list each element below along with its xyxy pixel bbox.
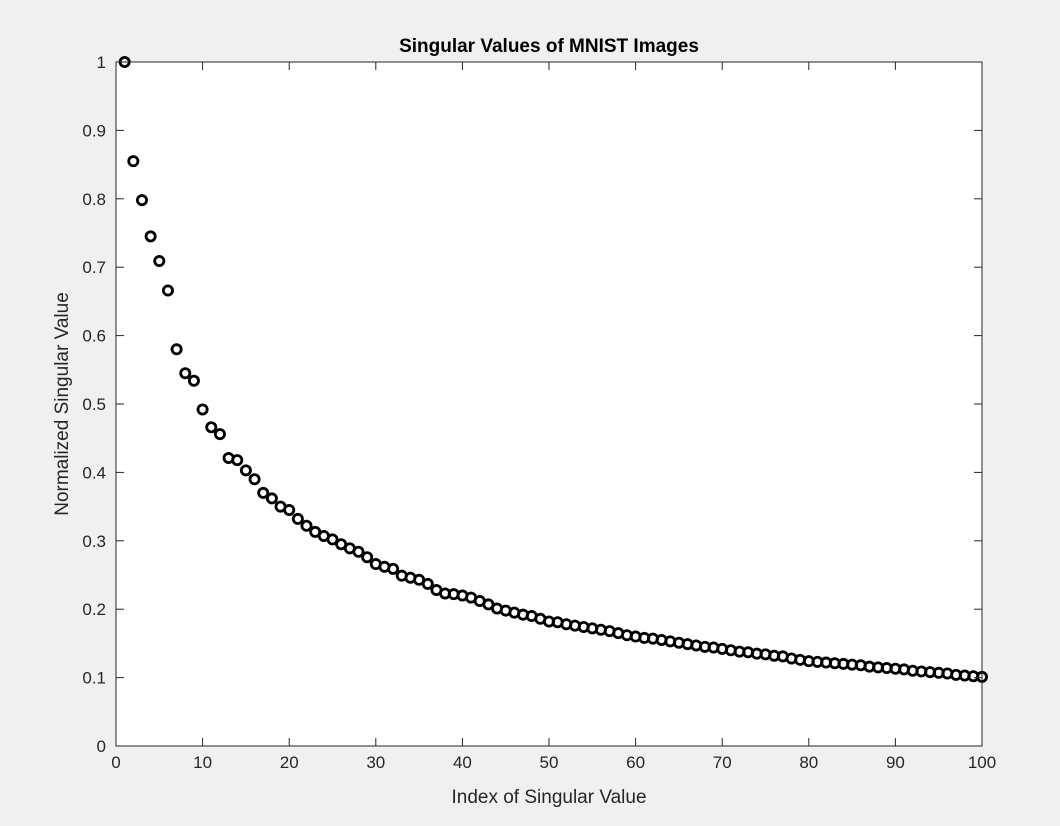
data-point [179,367,192,380]
x-tick-label: 90 [886,753,905,772]
x-tick-label: 70 [713,753,732,772]
data-point [239,464,252,477]
y-tick-label: 0.4 [82,463,106,482]
axes-box [115,61,983,747]
data-point [283,504,296,517]
data-point [387,562,400,575]
data-points [118,56,989,683]
y-axis-label: Normalized Singular Value [52,292,73,516]
y-tick-label: 0.9 [82,121,106,140]
y-tick-label: 0.2 [82,600,106,619]
data-point [135,194,148,207]
x-tick-label: 30 [366,753,385,772]
y-tick-label: 0 [97,737,106,756]
axis-ticks [115,61,983,747]
y-tick-label: 0.7 [82,258,106,277]
x-tick-label: 80 [799,753,818,772]
data-point [265,492,278,505]
data-point [291,512,304,525]
data-point [248,473,261,486]
data-point [361,551,374,564]
data-point [144,230,157,243]
x-tick-label: 10 [193,753,212,772]
data-point [127,155,140,168]
data-point [352,545,365,558]
data-point [213,428,226,441]
data-point [205,421,218,434]
data-point [170,343,183,356]
x-tick-label: 50 [540,753,559,772]
y-tick-label: 0.6 [82,327,106,346]
tick-labels: 0 10 20 30 40 50 60 70 80 90 100 0 0.1 0.2 0.3 0.4 0.5 0.… [82,53,996,772]
x-tick-label: 40 [453,753,472,772]
data-point [326,533,339,546]
x-axis-label: Index of Singular Value [451,787,646,808]
data-point [300,519,313,532]
data-point [421,577,434,590]
axes-background [116,62,982,746]
y-tick-label: 0.1 [82,669,106,688]
x-tick-label: 60 [626,753,645,772]
y-tick-label: 0.8 [82,190,106,209]
chart-title: Singular Values of MNIST Images [399,36,699,57]
x-tick-label: 20 [280,753,299,772]
x-tick-label: 0 [111,753,120,772]
data-point [161,284,174,297]
data-point [187,374,200,387]
x-tick-label: 100 [968,753,996,772]
data-point [231,454,244,467]
data-point [196,403,209,416]
data-point [153,255,166,268]
y-tick-label: 0.3 [82,532,106,551]
y-tick-label: 1 [97,53,106,72]
y-tick-label: 0.5 [82,395,106,414]
data-point [257,486,270,499]
